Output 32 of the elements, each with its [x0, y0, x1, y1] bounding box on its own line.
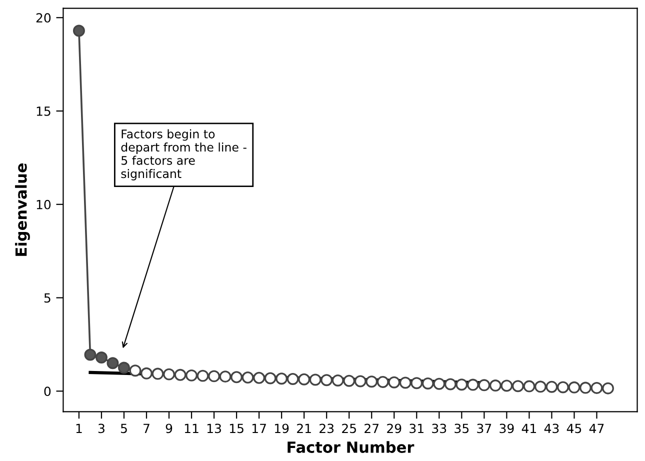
y-axis-title: Eigenvalue	[15, 163, 30, 256]
x-tick-label: 23	[320, 424, 334, 434]
x-tick-label: 35	[454, 424, 469, 434]
x-tick-label: 1	[76, 424, 82, 433]
x-tick-label: 39	[500, 424, 514, 434]
x-tick-label: 29	[387, 424, 402, 434]
y-tick-label: 5	[44, 293, 50, 303]
x-tick-label: 47	[589, 424, 604, 433]
x-axis-title: Factor Number	[288, 441, 414, 453]
x-tick-label: 9	[166, 424, 172, 434]
x-tick-label: 25	[342, 424, 356, 434]
x-tick-label: 37	[477, 424, 492, 434]
x-tick-label: 15	[230, 424, 244, 434]
x-tick-label: 5	[120, 424, 127, 434]
x-tick-label: 41	[522, 424, 536, 433]
x-tick-label: 7	[144, 424, 150, 433]
y-tick-label: 0	[44, 386, 51, 396]
x-tick-label: 3	[98, 424, 104, 434]
x-tick-label: 13	[207, 424, 221, 434]
x-tick-label: 17	[252, 424, 266, 433]
x-tick-label: 19	[274, 424, 289, 434]
y-tick-label: 15	[36, 106, 50, 116]
x-tick-label: 27	[364, 424, 379, 433]
x-tick-label: 33	[432, 424, 446, 434]
y-tick-label: 10	[36, 200, 51, 210]
x-tick-label: 21	[297, 424, 311, 433]
annotation: Factors begin to depart from the line - 5 factors are significant	[121, 129, 246, 180]
x-tick-label: 43	[544, 424, 559, 434]
x-tick-label: 11	[184, 424, 198, 433]
x-tick-label: 45	[566, 424, 582, 434]
x-tick-label: 31	[410, 424, 424, 434]
y-tick-label: 20	[36, 13, 51, 23]
